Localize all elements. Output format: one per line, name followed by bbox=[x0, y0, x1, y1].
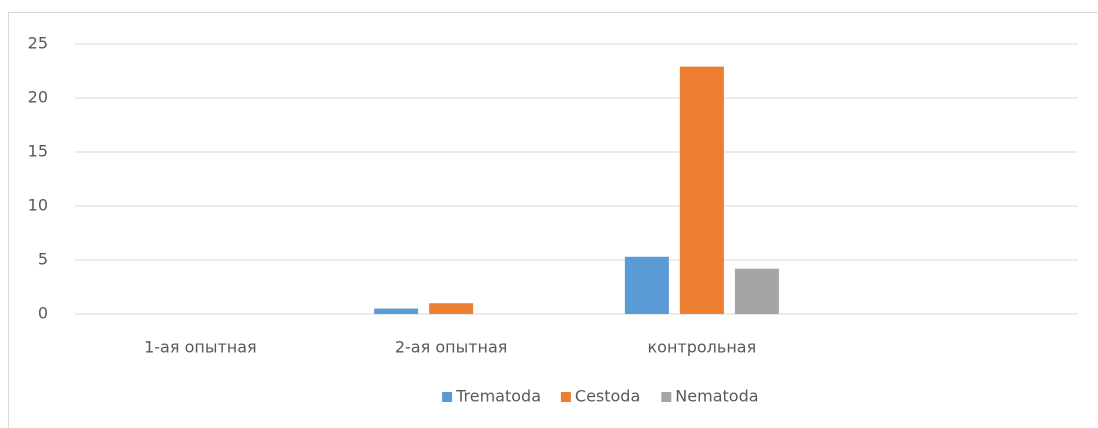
y-tick-label: 25 bbox=[28, 34, 48, 53]
bar bbox=[429, 303, 474, 314]
bar bbox=[679, 66, 724, 315]
legend-label: Trematoda bbox=[455, 387, 541, 406]
y-tick-label: 20 bbox=[28, 88, 48, 107]
y-tick-label: 5 bbox=[38, 250, 48, 269]
chart-frame bbox=[8, 12, 1098, 428]
x-tick-label: 1-ая опытная bbox=[144, 338, 257, 357]
bar bbox=[374, 308, 419, 314]
x-tick-label: 2-ая опытная bbox=[395, 338, 508, 357]
legend-swatch bbox=[442, 392, 453, 402]
bar bbox=[624, 256, 669, 314]
legend-label: Cestoda bbox=[575, 387, 640, 406]
legend-label: Nematoda bbox=[675, 387, 758, 406]
y-tick-label: 15 bbox=[28, 142, 48, 161]
x-tick-label: контрольная bbox=[648, 338, 757, 357]
legend-swatch bbox=[560, 392, 571, 402]
bar bbox=[734, 268, 779, 314]
y-tick-label: 10 bbox=[28, 196, 48, 215]
y-tick-label: 0 bbox=[38, 304, 48, 323]
legend-swatch bbox=[661, 392, 672, 402]
